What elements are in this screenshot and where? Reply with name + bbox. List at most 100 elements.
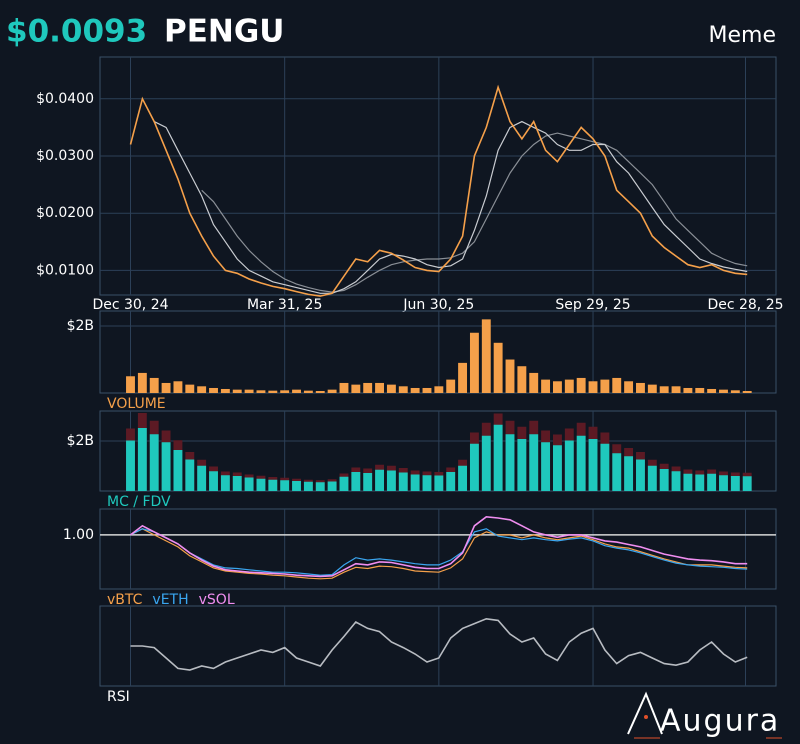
- bar: [209, 471, 218, 491]
- bar: [126, 376, 135, 393]
- bar: [149, 434, 159, 491]
- bar: [481, 435, 491, 491]
- bar: [505, 359, 515, 393]
- price-value: $0.0093: [6, 14, 147, 50]
- x-tick-label: Mar 31, 25: [247, 297, 322, 313]
- bar: [552, 381, 562, 393]
- bar: [742, 476, 752, 491]
- bar: [422, 475, 432, 491]
- legend-entry: vSOL: [199, 592, 235, 608]
- bar: [576, 377, 586, 393]
- bar: [292, 389, 301, 393]
- bar: [339, 476, 349, 491]
- bar: [197, 465, 207, 491]
- x-tick-label: Sep 29, 25: [555, 297, 630, 313]
- bar: [363, 382, 373, 393]
- bar: [327, 389, 337, 393]
- bar: [410, 474, 420, 491]
- bar: [292, 481, 301, 491]
- bar: [315, 390, 325, 393]
- bar: [588, 439, 598, 491]
- bar: [446, 379, 456, 393]
- y-tick-label: $0.0200: [36, 205, 94, 221]
- category: Meme: [709, 23, 776, 48]
- bar: [185, 384, 195, 393]
- panel-frame: [99, 310, 777, 394]
- bar: [719, 475, 728, 491]
- bar: [517, 439, 527, 491]
- bar: [469, 332, 479, 393]
- legend-entry: vBTC: [107, 592, 143, 608]
- bar: [671, 386, 681, 393]
- bar: [600, 379, 610, 393]
- bar: [256, 478, 266, 491]
- bar: [458, 362, 468, 393]
- bar: [256, 390, 266, 393]
- bar: [541, 379, 551, 393]
- y-tick-label: $0.0300: [36, 148, 94, 164]
- bar: [612, 377, 622, 393]
- bar: [137, 372, 147, 393]
- logo-dot: [644, 715, 648, 719]
- y-tick-label: 1.00: [63, 527, 94, 543]
- bar: [493, 424, 503, 491]
- bar: [505, 434, 515, 491]
- bar: [647, 384, 657, 393]
- bar: [220, 388, 230, 393]
- symbol: PENGU: [164, 14, 284, 50]
- bar: [197, 386, 207, 393]
- bar: [126, 440, 135, 491]
- bar: [636, 459, 645, 491]
- bar: [707, 388, 717, 393]
- bar: [742, 390, 752, 393]
- logo-mark: [627, 691, 663, 735]
- bar: [636, 382, 645, 393]
- bar: [232, 389, 242, 393]
- y-tick-label: $0.0400: [36, 91, 94, 107]
- bar: [695, 387, 705, 393]
- bar: [280, 390, 290, 393]
- bar: [398, 386, 408, 393]
- bar: [161, 442, 171, 491]
- bar: [149, 377, 159, 393]
- bar: [375, 382, 384, 393]
- bar: [624, 381, 634, 393]
- panel-label: RSI: [107, 689, 130, 705]
- bar: [351, 384, 361, 393]
- bar: [268, 390, 278, 393]
- bar: [695, 474, 705, 491]
- bar: [303, 390, 313, 393]
- bar: [671, 471, 681, 491]
- bar: [659, 469, 669, 491]
- bar: [375, 469, 384, 491]
- series-line: [201, 132, 748, 293]
- bar: [707, 473, 717, 491]
- series-line: [130, 617, 748, 671]
- bar: [552, 445, 562, 491]
- panel-frame: [99, 605, 777, 687]
- bar: [410, 387, 420, 393]
- bar: [730, 390, 740, 393]
- y-tick-label: $2B: [67, 318, 94, 334]
- bar: [719, 389, 728, 393]
- panel-frame: [99, 508, 777, 590]
- series-line: [153, 120, 748, 294]
- bar: [220, 475, 230, 491]
- panel-label: VOLUME: [107, 396, 166, 412]
- bar: [683, 473, 693, 491]
- bar: [683, 387, 693, 393]
- bar: [481, 319, 491, 393]
- bar: [185, 459, 195, 491]
- y-tick-label: $0.0100: [36, 262, 94, 278]
- bar: [173, 450, 183, 491]
- x-tick-label: Dec 28, 25: [707, 297, 783, 313]
- bar: [564, 440, 574, 491]
- x-tick-label: Jun 30, 25: [402, 297, 474, 313]
- bar: [268, 479, 278, 491]
- bar: [541, 442, 551, 491]
- legend-entry: vETH: [152, 592, 188, 608]
- bar: [232, 476, 242, 491]
- bar: [529, 434, 539, 491]
- bar: [469, 443, 479, 491]
